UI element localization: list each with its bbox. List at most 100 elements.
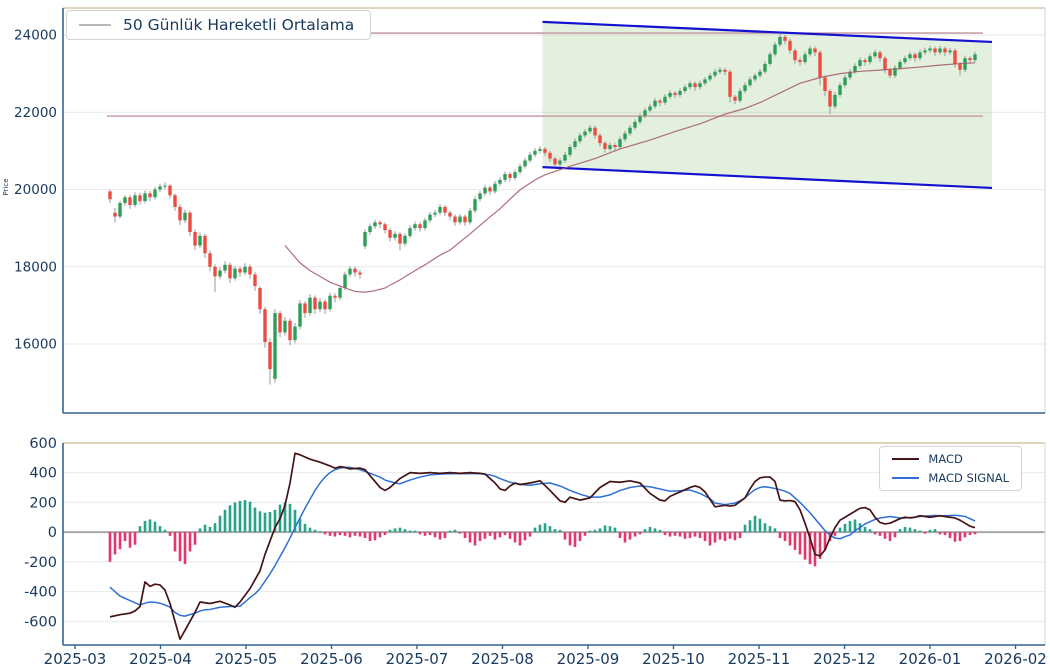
candle-body [183,212,187,221]
macd-hist-bar [418,532,422,535]
macd-hist-bar [413,530,417,533]
macd-hist-bar [678,532,682,537]
candle-body [808,48,812,55]
candle-body [283,320,287,333]
candle-body [693,83,697,88]
candle-body [223,264,227,271]
ma-legend-label: 50 Günlük Hareketli Ortalama [123,16,355,34]
candle-body [668,92,672,97]
candle-body [773,44,777,55]
candle-body [648,106,652,111]
macd-hist-bar [653,528,657,533]
candle-body [323,301,327,310]
macd-hist-bar [158,526,162,533]
macd-hist-bar [248,501,252,533]
candle-body [563,154,567,161]
macd-hist-bar [638,532,642,535]
candles-layer [108,33,977,385]
candle-body [593,127,597,136]
macd-ytick-label: -200 [24,555,57,571]
candle-body [313,297,317,310]
candle-body [818,52,822,78]
candle-body [898,62,902,68]
macd-hist-bar [693,532,697,537]
candle-body [863,60,867,63]
macd-hist-bar [433,532,437,538]
macd-hist-bar [608,526,612,533]
macd-hist-bar [813,532,817,567]
candle-body [688,83,692,88]
macd-hist-bar [963,532,967,538]
macd-hist-bar [118,532,122,550]
price-ytick-label: 18000 [14,259,57,275]
candle-body [343,274,347,288]
candle-body [398,233,402,244]
macd-hist-bar [658,529,662,533]
macd-hist-bar [123,532,127,542]
candle-body [833,94,837,107]
candle-body [958,63,962,70]
candle-body [543,148,547,153]
macd-hist-bar [953,532,957,542]
macd-hist-bar [108,532,112,562]
macd-hist-bar [863,526,867,533]
candle-body [858,60,862,66]
candle-body [168,185,172,196]
macd-hist-bar [148,519,152,533]
candle-body [653,100,657,107]
macd-hist-bar [113,532,117,555]
candle-body [298,303,302,327]
macd-hist-bar [648,526,652,533]
candle-body [753,75,757,80]
candle-body [508,174,512,178]
macd-hist-bar [833,532,837,536]
candle-body [718,69,722,72]
candle-body [463,216,467,223]
macd-hist-bar [873,532,877,535]
candle-body [408,228,412,236]
macd-hist-bar [388,529,392,533]
macd-hist-bar [623,532,627,543]
macd-hist-bar [768,526,772,533]
macd-hist-bar [763,523,767,533]
macd-hist-bar [313,529,317,533]
macd-hist-bar [563,532,567,540]
candle-body [923,50,927,53]
candle-body [888,69,892,76]
candle-body [663,96,667,103]
macd-hist-bar [558,529,562,533]
macd-hist-bar [663,532,667,536]
macd-hist-bar [818,532,822,559]
candle-body [823,77,827,92]
macd-hist-bar [703,532,707,542]
candle-body [373,222,377,227]
candle-body [303,303,307,314]
x-tick-label: 2025-05 [215,650,278,668]
macd-hist-bar [788,532,792,546]
candle-body [743,85,747,92]
x-tick-label: 2025-08 [471,650,534,668]
candle-body [948,50,952,53]
candle-body [578,135,582,142]
macd-hist-bar [583,532,587,536]
macd-hist-bar [398,527,402,533]
macd-hist-bar [463,532,467,539]
candle-body [388,230,392,238]
candle-body [873,52,877,57]
macd-hist-bar [228,505,232,533]
macd-hist-bar [223,509,227,533]
candle-body [163,185,167,187]
macd-hist-bar [288,503,292,533]
candle-body [713,71,717,76]
candle-body [658,100,662,103]
macd-hist-bar [848,520,852,533]
macd-hist-bar [688,532,692,539]
macd-hist-bar [728,532,732,539]
candle-body [963,58,967,70]
candle-body [968,58,972,61]
macd-hist-bar [923,532,927,534]
candle-body [128,197,132,205]
macd-hist-bar [713,532,717,543]
macd-hist-bar [473,532,477,546]
candle-body [473,199,477,211]
